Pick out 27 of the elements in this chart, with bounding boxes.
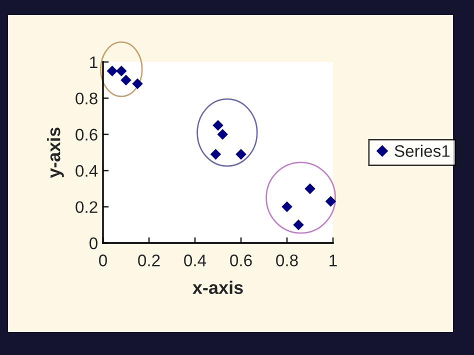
point xyxy=(293,220,304,230)
y-tick-label: 1 xyxy=(90,56,98,68)
point xyxy=(106,66,118,76)
point xyxy=(116,66,127,76)
y-tick-label: 0 xyxy=(90,237,98,250)
point xyxy=(304,183,316,194)
x-tick-label: 0 xyxy=(99,254,107,266)
x-axis-title: x-axis xyxy=(192,280,243,294)
point xyxy=(120,74,132,86)
x-tick-label: 1 xyxy=(330,254,337,266)
point xyxy=(236,148,246,160)
point xyxy=(325,196,336,207)
y-tick-label: 0.4 xyxy=(76,165,98,177)
y-tick-label: 0.6 xyxy=(76,128,98,141)
y-axis-title: y-axis xyxy=(47,128,64,178)
point xyxy=(212,120,224,131)
y-tick-label: 0.2 xyxy=(76,201,98,214)
x-tick-label: 0.4 xyxy=(184,254,206,266)
legend-label: Series1 xyxy=(394,144,450,157)
point xyxy=(210,148,222,160)
x-tick-label: 0.8 xyxy=(276,254,298,266)
x-tick-label: 0.2 xyxy=(138,254,160,266)
x-tick-label: 0.6 xyxy=(230,254,252,266)
y-tick-label: 0.8 xyxy=(76,92,98,104)
point xyxy=(132,78,143,90)
point xyxy=(217,129,228,140)
point xyxy=(282,201,292,212)
